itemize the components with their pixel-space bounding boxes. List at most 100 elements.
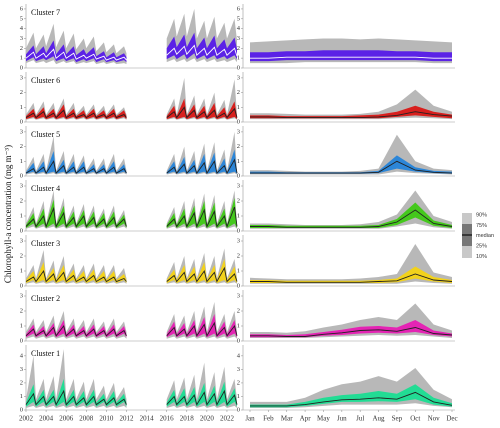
y-tick-label: 5 (20, 15, 23, 22)
panel: 0 1 2 3 0 1 2 3 Cluster 3 (20, 235, 455, 289)
y-tick-label: 1 (20, 267, 23, 274)
y-tick-label: 2 (20, 197, 23, 204)
x-tick-label: Jun (337, 415, 347, 423)
inner-band (26, 98, 237, 120)
legend (462, 213, 472, 258)
cluster-label: Cluster 7 (31, 8, 60, 17)
inner-band (26, 32, 237, 63)
median-line (250, 391, 453, 407)
median-line (25, 44, 238, 61)
x-tick-label: Apr (300, 415, 312, 423)
y-tick-label: 4 (20, 25, 24, 32)
y-tick-label: 3 (20, 182, 23, 189)
y-tick-label: 2 (20, 379, 23, 386)
y-tick-label: 0 (20, 64, 23, 71)
x-tick-label: Mar (281, 415, 293, 423)
x-tick-label: Nov (428, 415, 441, 423)
inner-band (26, 149, 237, 174)
y-tick-label: 3 (237, 182, 240, 189)
inner-band (250, 155, 452, 174)
y-tick-label: 3 (237, 292, 240, 299)
x-tick-label: Oct (410, 415, 420, 423)
x-tick-label: 2008 (79, 415, 94, 423)
inner-band (250, 320, 452, 338)
y-tick-label: 0 (237, 227, 240, 234)
inner-band (250, 50, 452, 62)
y-tick-label: 0 (237, 64, 240, 71)
median-line (250, 327, 453, 337)
inner-band (26, 314, 237, 338)
y-tick-label: 1 (20, 104, 23, 111)
panel: 0 1 2 3 0 1 2 3 Cluster 4 (20, 180, 455, 234)
y-tick-label: 0 (20, 227, 23, 234)
y-tick-label: 3 (20, 35, 23, 42)
x-tick-label: 2012 (119, 415, 134, 423)
y-tick-label: 0 (20, 172, 23, 179)
y-tick-label: 3 (237, 128, 240, 135)
y-tick-label: 3 (20, 128, 23, 135)
median-line (250, 209, 453, 228)
y-axis-label: Chlorophyll-a concentration (mg m⁻³) (3, 145, 13, 283)
y-tick-label: 2 (237, 89, 240, 96)
y-tick-label: 0 (237, 337, 240, 344)
y-tick-label: 0 (237, 118, 240, 125)
median-line (250, 273, 453, 283)
panel: 0 1 2 3 0 1 2 3 Cluster 5 (20, 126, 455, 179)
legend-label: median (476, 233, 494, 239)
y-tick-label: 4 (237, 352, 241, 359)
y-tick-label: 2 (20, 307, 23, 314)
y-tick-label: 5 (237, 15, 240, 22)
x-tick-label: 2016 (160, 415, 175, 423)
outer-band (250, 244, 452, 284)
y-tick-label: 1 (237, 158, 240, 165)
y-tick-label: 1 (237, 212, 240, 219)
median-line (25, 158, 238, 175)
inner-band (250, 105, 452, 119)
y-tick-label: 1 (20, 212, 23, 219)
y-tick-label: 1 (237, 55, 240, 62)
y-tick-label: 0 (20, 337, 23, 344)
y-tick-label: 0 (20, 406, 23, 413)
x-tick-label: 2020 (200, 415, 215, 423)
y-tick-label: 3 (20, 292, 23, 299)
median-line (250, 56, 452, 59)
panel: 0 1 2 3 4 5 6 0 1 2 3 4 5 6 Cluster 7 (20, 4, 455, 71)
legend-label: 90% (476, 212, 487, 218)
cluster-label: Cluster 4 (31, 184, 60, 193)
y-tick-label: 0 (237, 406, 240, 413)
y-tick-label: 0 (20, 282, 23, 289)
y-tick-label: 3 (20, 237, 23, 244)
median-line (25, 106, 238, 119)
inner-band (250, 202, 452, 228)
x-tick-label: Dec (446, 415, 457, 423)
y-tick-label: 3 (237, 35, 240, 42)
y-tick-label: 1 (20, 393, 23, 400)
y-tick-label: 0 (237, 282, 240, 289)
cluster-label: Cluster 3 (31, 239, 60, 248)
y-tick-label: 2 (20, 89, 23, 96)
cluster-label: Cluster 6 (31, 76, 60, 85)
inner-band (26, 198, 237, 228)
inner-band (250, 384, 452, 408)
median-line (25, 266, 238, 283)
y-tick-label: 1 (20, 158, 23, 165)
y-tick-label: 2 (237, 143, 240, 150)
y-tick-label: 1 (237, 322, 240, 329)
cluster-label: Cluster 1 (31, 349, 60, 358)
inner-band (26, 378, 237, 407)
y-tick-label: 0 (237, 172, 240, 179)
median-line (250, 160, 453, 174)
x-tick-label: Feb (263, 415, 274, 423)
median-line (25, 389, 238, 406)
y-tick-label: 2 (237, 197, 240, 204)
cluster-label: Cluster 2 (31, 294, 60, 303)
panel: 0 1 2 3 0 1 2 3 Cluster 6 (20, 72, 455, 125)
cluster-label: Cluster 5 (31, 130, 60, 139)
y-tick-label: 2 (20, 143, 23, 150)
x-tick-label: 2004 (39, 415, 54, 423)
x-tick-label: Sep (392, 415, 403, 423)
y-tick-label: 1 (237, 104, 240, 111)
y-tick-label: 1 (20, 322, 23, 329)
x-tick-label: May (317, 415, 330, 423)
x-tick-label: 2014 (140, 415, 155, 423)
